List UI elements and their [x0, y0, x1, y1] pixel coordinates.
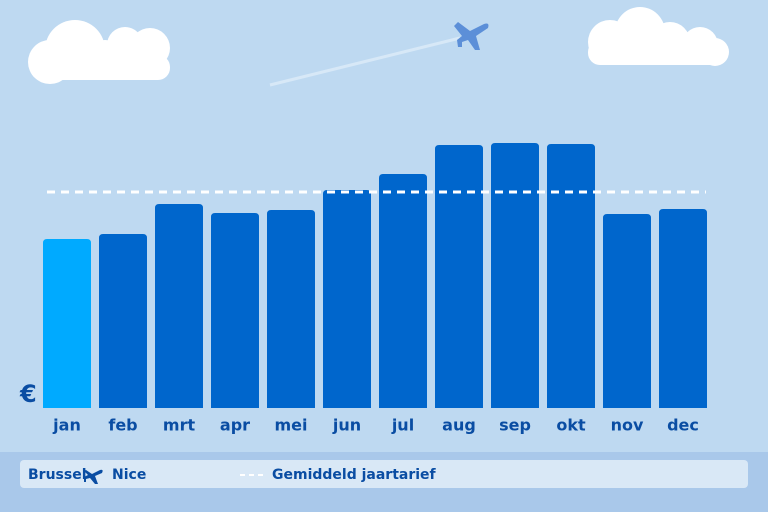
- x-tick-label: okt: [556, 416, 586, 435]
- legend-origin: Brussel: [28, 467, 87, 483]
- x-tick-label: jul: [391, 416, 414, 435]
- bar: [659, 209, 707, 408]
- x-tick-label: feb: [108, 416, 137, 435]
- x-tick-label: dec: [667, 416, 699, 435]
- contrail: [269, 36, 461, 87]
- bar: [43, 239, 91, 408]
- x-tick-label: aug: [442, 416, 476, 435]
- x-tick-label: jan: [52, 416, 81, 435]
- bar: [267, 210, 315, 408]
- bar: [547, 144, 595, 408]
- x-tick-label: apr: [220, 416, 250, 435]
- x-tick-label: mrt: [163, 416, 196, 435]
- bar: [323, 190, 371, 408]
- x-tick-label: sep: [499, 416, 531, 435]
- bar: [211, 213, 259, 408]
- plane-legend-icon: [84, 469, 103, 484]
- bar: [491, 143, 539, 408]
- cloud: [588, 7, 729, 66]
- currency-label: €: [19, 380, 37, 408]
- legend-destination: Nice: [112, 467, 146, 483]
- bar: [435, 145, 483, 408]
- bar: [603, 214, 651, 408]
- bar: [379, 174, 427, 408]
- bar: [155, 204, 203, 408]
- plane-icon: [454, 22, 489, 50]
- x-tick-label: jun: [332, 416, 361, 435]
- legend: [20, 460, 748, 488]
- plot: jan feb mrt apr mei jun jul aug sep okt nov dec: [43, 143, 707, 435]
- cloud: [28, 20, 170, 84]
- bar: [99, 234, 147, 408]
- legend-average: Gemiddeld jaartarief: [272, 467, 437, 483]
- x-tick-label: mei: [274, 416, 307, 435]
- x-tick-label: nov: [611, 416, 644, 435]
